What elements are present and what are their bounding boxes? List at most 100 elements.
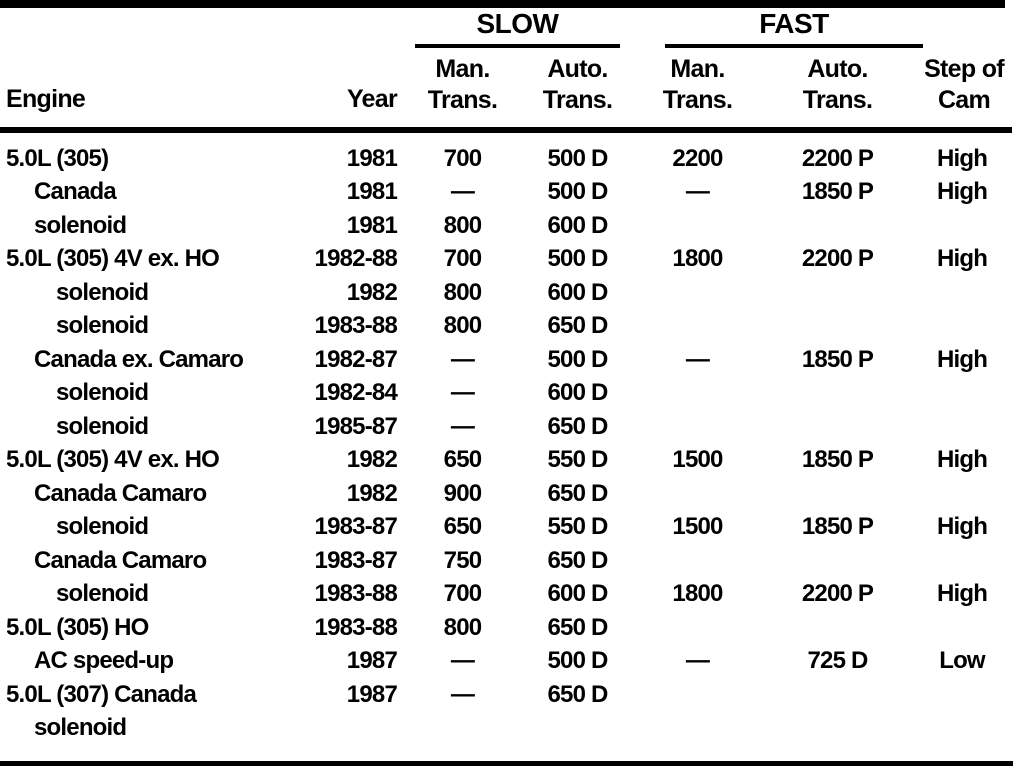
year-column-header: Year [346,85,398,113]
slow-auto-cell: 650 D [547,412,608,440]
table-row: solenoid 1983-88 700 600 D 1800 2200 P High [0,578,1014,612]
year-cell: 1987 [346,647,398,675]
engine-cell: solenoid [56,580,149,608]
year-cell [305,712,400,746]
fast-auto-cell [765,544,910,578]
year-cell: 1982 [346,479,398,507]
fast-man-cell: 2200 [672,144,723,172]
fast-man-cell [630,377,765,411]
slow-man-cell: 800 [443,211,482,239]
engine-cell: solenoid [34,714,127,742]
year-cell: 1982 [346,278,398,306]
engine-column-header: Engine [6,85,86,113]
table-row: Canada Camaro 1982 900 650 D [0,477,1014,511]
table-row: Canada 1981 — 500 D — 1850 P High [0,176,1014,210]
engine-cell: 5.0L (307) Canada [6,680,197,708]
slow-auto-cell: 500 D [547,345,608,373]
engine-cell: solenoid [34,211,127,239]
step-cell: High [936,580,988,608]
year-cell: 1983-88 [314,613,398,641]
slow-auto-trans-header: Auto. Trans. [525,54,630,116]
fast-auto-cell: 2200 P [801,144,874,172]
fast-man-cell: — [685,345,710,373]
slow-man-cell: — [450,412,475,440]
fast-auto-label: Auto. [807,55,868,83]
year-cell: 1987 [346,680,398,708]
table-body: 5.0L (305) 1981 700 500 D 2200 2200 P High Cana… [0,142,1014,745]
fast-auto-cell [765,276,910,310]
engine-cell: 5.0L (305) 4V ex. HO [6,446,220,474]
fast-man-cell: 1800 [672,580,723,608]
fast-man-cell [630,410,765,444]
slow-auto-cell: 550 D [547,513,608,541]
slow-auto-cell: 600 D [547,278,608,306]
year-cell: 1982-88 [314,245,398,273]
slow-man-cell: — [450,379,475,407]
year-cell: 1982-87 [314,345,398,373]
bottom-rule [0,761,1013,766]
engine-cell: 5.0L (305) HO [6,613,149,641]
fast-auto-cell [765,477,910,511]
step-cell [910,712,1014,746]
fast-auto-cell: 1850 P [801,178,874,206]
table-row: 5.0L (305) 4V ex. HO 1982 650 550 D 1500 1850… [0,444,1014,478]
fast-auto-cell [765,410,910,444]
fast-auto-cell: 1850 P [801,513,874,541]
slow-auto-cell: 500 D [547,245,608,273]
slow-man-cell: — [450,345,475,373]
engine-cell: solenoid [56,379,149,407]
slow-man-cell: 650 [443,446,482,474]
fast-group-underline [665,44,923,48]
slow-auto-cell: 500 D [547,178,608,206]
table-row: Canada Camaro 1983-87 750 650 D [0,544,1014,578]
fast-man-cell [630,678,765,712]
fast-auto-cell: 725 D [807,647,868,675]
step-cell [910,410,1014,444]
step-cell [910,678,1014,712]
fast-man-cell: 1800 [672,245,723,273]
slow-man-cell: 750 [443,546,482,574]
slow-auto-cell: 600 D [547,580,608,608]
year-cell: 1981 [346,211,398,239]
table-row: solenoid 1981 800 600 D [0,209,1014,243]
slow-man-cell: — [450,680,475,708]
fast-man-label: Man. [670,55,725,83]
slow-auto-trans-label: Trans. [542,86,613,114]
slow-auto-cell: 650 D [547,312,608,340]
slow-man-trans-label: Trans. [427,86,498,114]
slow-man-cell: 700 [443,144,482,172]
fast-man-cell: 1500 [672,446,723,474]
slow-man-cell: 650 [443,513,482,541]
step-cell: High [936,245,988,273]
slow-auto-cell: 500 D [547,144,608,172]
slow-auto-cell: 600 D [547,379,608,407]
fast-auto-cell [765,678,910,712]
step-cell [910,611,1014,645]
year-cell: 1983-88 [314,312,398,340]
table-row: 5.0L (305) 1981 700 500 D 2200 2200 P High [0,142,1014,176]
table-row: 5.0L (305) HO 1983-88 800 650 D [0,611,1014,645]
slow-man-cell: 700 [443,245,482,273]
slow-auto-cell: 550 D [547,446,608,474]
slow-man-cell: 800 [443,312,482,340]
engine-cell: solenoid [56,278,149,306]
table-row: AC speed-up 1987 — 500 D — 725 D Low [0,645,1014,679]
slow-auto-cell: 650 D [547,479,608,507]
step-cell: Low [939,647,985,675]
engine-cell: Canada Camaro [34,546,207,574]
fast-man-trans-header: Man. Trans. [630,54,765,116]
fast-man-cell [630,310,765,344]
step-cell: High [936,144,988,172]
fast-man-cell [630,544,765,578]
fast-auto-trans-header: Auto. Trans. [765,54,910,116]
fast-auto-cell: 1850 P [801,345,874,373]
fast-man-cell: 1500 [672,513,723,541]
engine-cell: Canada [34,178,117,206]
step-cell: High [936,178,988,206]
engine-cell: solenoid [56,412,149,440]
year-cell: 1981 [346,178,398,206]
step-cell [910,310,1014,344]
fast-auto-cell [765,310,910,344]
slow-group-header: SLOW [476,8,560,39]
